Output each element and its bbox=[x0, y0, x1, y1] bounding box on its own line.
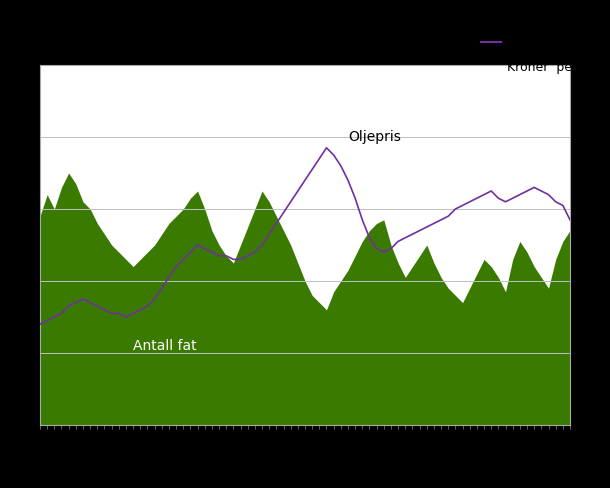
Text: Kroner  per fat: Kroner per fat bbox=[507, 61, 598, 74]
Text: Antall fat: Antall fat bbox=[133, 339, 197, 353]
Text: Oljepris: Oljepris bbox=[551, 35, 598, 48]
Text: Oljepris: Oljepris bbox=[348, 130, 401, 143]
